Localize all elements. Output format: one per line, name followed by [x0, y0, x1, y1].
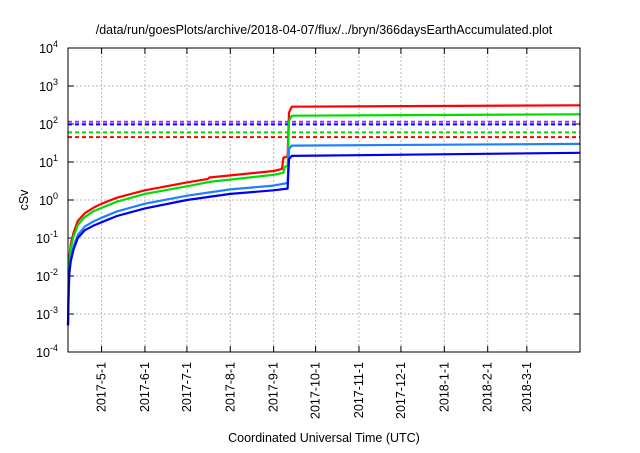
- x-tick-label: 2017-7-1: [180, 362, 194, 412]
- y-axis-label: cSv: [17, 189, 31, 211]
- y-tick-label: 100: [39, 191, 58, 208]
- x-tick-label: 2017-12-1: [394, 362, 408, 419]
- x-tick-label: 2017-10-1: [309, 362, 323, 419]
- chart-title: /data/run/goesPlots/archive/2018-04-07/f…: [96, 23, 553, 37]
- series-green: [66, 113, 581, 326]
- y-tick-label: 10-4: [36, 343, 58, 360]
- x-tick-label: 2018-2-1: [481, 362, 495, 412]
- plot-frame: [67, 47, 581, 353]
- y-tick-label: 10-2: [36, 267, 58, 284]
- x-tick-label: 2017-11-1: [352, 362, 366, 418]
- y-tick-label: 10-1: [36, 229, 58, 246]
- x-axis: 2017-5-1 2017-6-1 2017-7-1 2017-8-1 2017-9-1…: [95, 48, 534, 419]
- y-tick-label: 103: [39, 77, 58, 94]
- y-tick-label: 101: [39, 153, 58, 170]
- y-tick-label: 104: [39, 39, 58, 56]
- plot-area: [66, 104, 581, 326]
- x-tick-label: 2017-9-1: [267, 362, 281, 412]
- x-tick-label: 2017-5-1: [95, 362, 109, 412]
- grid: [68, 48, 580, 352]
- series-blue: [66, 151, 581, 326]
- x-tick-label: 2017-8-1: [223, 362, 237, 412]
- y-tick-label: 102: [39, 115, 58, 132]
- x-tick-label: 2017-6-1: [138, 362, 152, 412]
- x-axis-label: Coordinated Universal Time (UTC): [228, 431, 420, 445]
- y-tick-label: 10-3: [36, 305, 58, 322]
- x-tick-label: 2018-1-1: [437, 362, 451, 412]
- series-light-blue: [66, 142, 581, 326]
- x-tick-label: 2018-3-1: [520, 362, 534, 412]
